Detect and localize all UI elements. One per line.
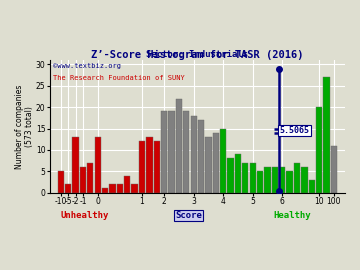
Bar bbox=[264, 167, 271, 193]
Title: Z’-Score Histogram for TASR (2016): Z’-Score Histogram for TASR (2016) bbox=[91, 50, 303, 60]
Text: ©www.textbiz.org: ©www.textbiz.org bbox=[53, 63, 121, 69]
Text: 5.5065: 5.5065 bbox=[280, 126, 310, 135]
Bar bbox=[168, 112, 175, 193]
Bar bbox=[117, 184, 123, 193]
Bar bbox=[176, 99, 182, 193]
Bar bbox=[198, 120, 204, 193]
Bar bbox=[242, 163, 248, 193]
Text: Healthy: Healthy bbox=[273, 211, 311, 220]
Text: The Research Foundation of SUNY: The Research Foundation of SUNY bbox=[53, 75, 184, 81]
Bar bbox=[249, 163, 256, 193]
Bar bbox=[131, 184, 138, 193]
Bar bbox=[154, 141, 160, 193]
Bar bbox=[235, 154, 241, 193]
Text: Sector: Industrials: Sector: Industrials bbox=[146, 50, 248, 59]
Bar bbox=[102, 188, 108, 193]
Text: Score: Score bbox=[175, 211, 202, 220]
Bar bbox=[161, 112, 167, 193]
Bar bbox=[228, 158, 234, 193]
Bar bbox=[139, 141, 145, 193]
Bar bbox=[87, 163, 94, 193]
Bar bbox=[294, 163, 300, 193]
Bar bbox=[279, 167, 285, 193]
Bar bbox=[205, 137, 212, 193]
Y-axis label: Number of companies
(573 total): Number of companies (573 total) bbox=[15, 84, 35, 168]
Bar bbox=[331, 146, 337, 193]
Bar bbox=[183, 112, 189, 193]
Bar bbox=[58, 171, 64, 193]
Bar bbox=[316, 107, 322, 193]
Bar bbox=[301, 167, 307, 193]
Bar bbox=[65, 184, 71, 193]
Bar bbox=[309, 180, 315, 193]
Bar bbox=[80, 167, 86, 193]
Text: Unhealthy: Unhealthy bbox=[61, 211, 109, 220]
Bar bbox=[287, 171, 293, 193]
Bar bbox=[124, 176, 130, 193]
Bar bbox=[272, 167, 278, 193]
Bar bbox=[146, 137, 153, 193]
Bar bbox=[190, 116, 197, 193]
Bar bbox=[220, 129, 226, 193]
Bar bbox=[213, 133, 219, 193]
Bar bbox=[109, 184, 116, 193]
Bar bbox=[257, 171, 263, 193]
Bar bbox=[72, 137, 79, 193]
Bar bbox=[323, 77, 330, 193]
Bar bbox=[95, 137, 101, 193]
